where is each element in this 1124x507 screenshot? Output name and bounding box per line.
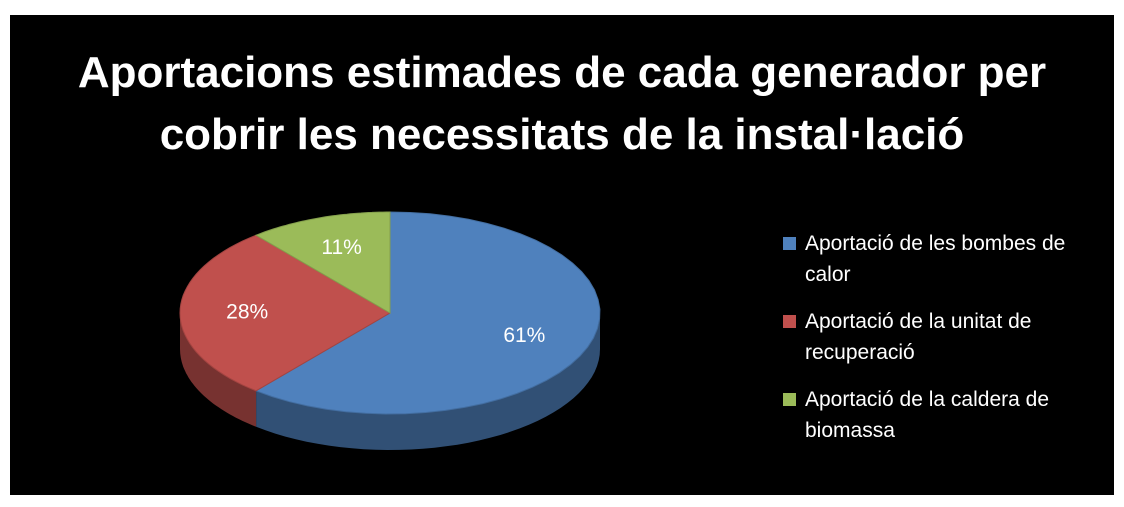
legend-entry: Aportació de la caldera de biomassa (783, 384, 1113, 446)
legend-swatch (783, 315, 796, 328)
legend-label: Aportació de les bombes de calor (805, 232, 1066, 286)
legend-entry: Aportació de les bombes de calor (783, 228, 1113, 290)
legend-entry: Aportació de la unitat de recuperació (783, 306, 1113, 368)
data-label: 28% (226, 301, 268, 324)
chart-title: Aportacions estimades de cada generador … (77, 48, 1047, 159)
legend-label: Aportació de la unitat de recuperació (805, 310, 1032, 364)
pie-slice (254, 211, 601, 415)
pie-side (180, 313, 257, 427)
legend-label: Aportació de la caldera de biomassa (805, 388, 1049, 442)
pie-slice (179, 234, 391, 392)
data-label: 11% (321, 236, 361, 259)
pie-side (256, 313, 600, 450)
data-label: 61% (503, 324, 545, 347)
legend-swatch (783, 237, 796, 250)
legend: Aportació de les bombes de calor Aportaci… (783, 228, 1113, 462)
legend-swatch (783, 393, 796, 406)
pie-slice (254, 211, 391, 314)
